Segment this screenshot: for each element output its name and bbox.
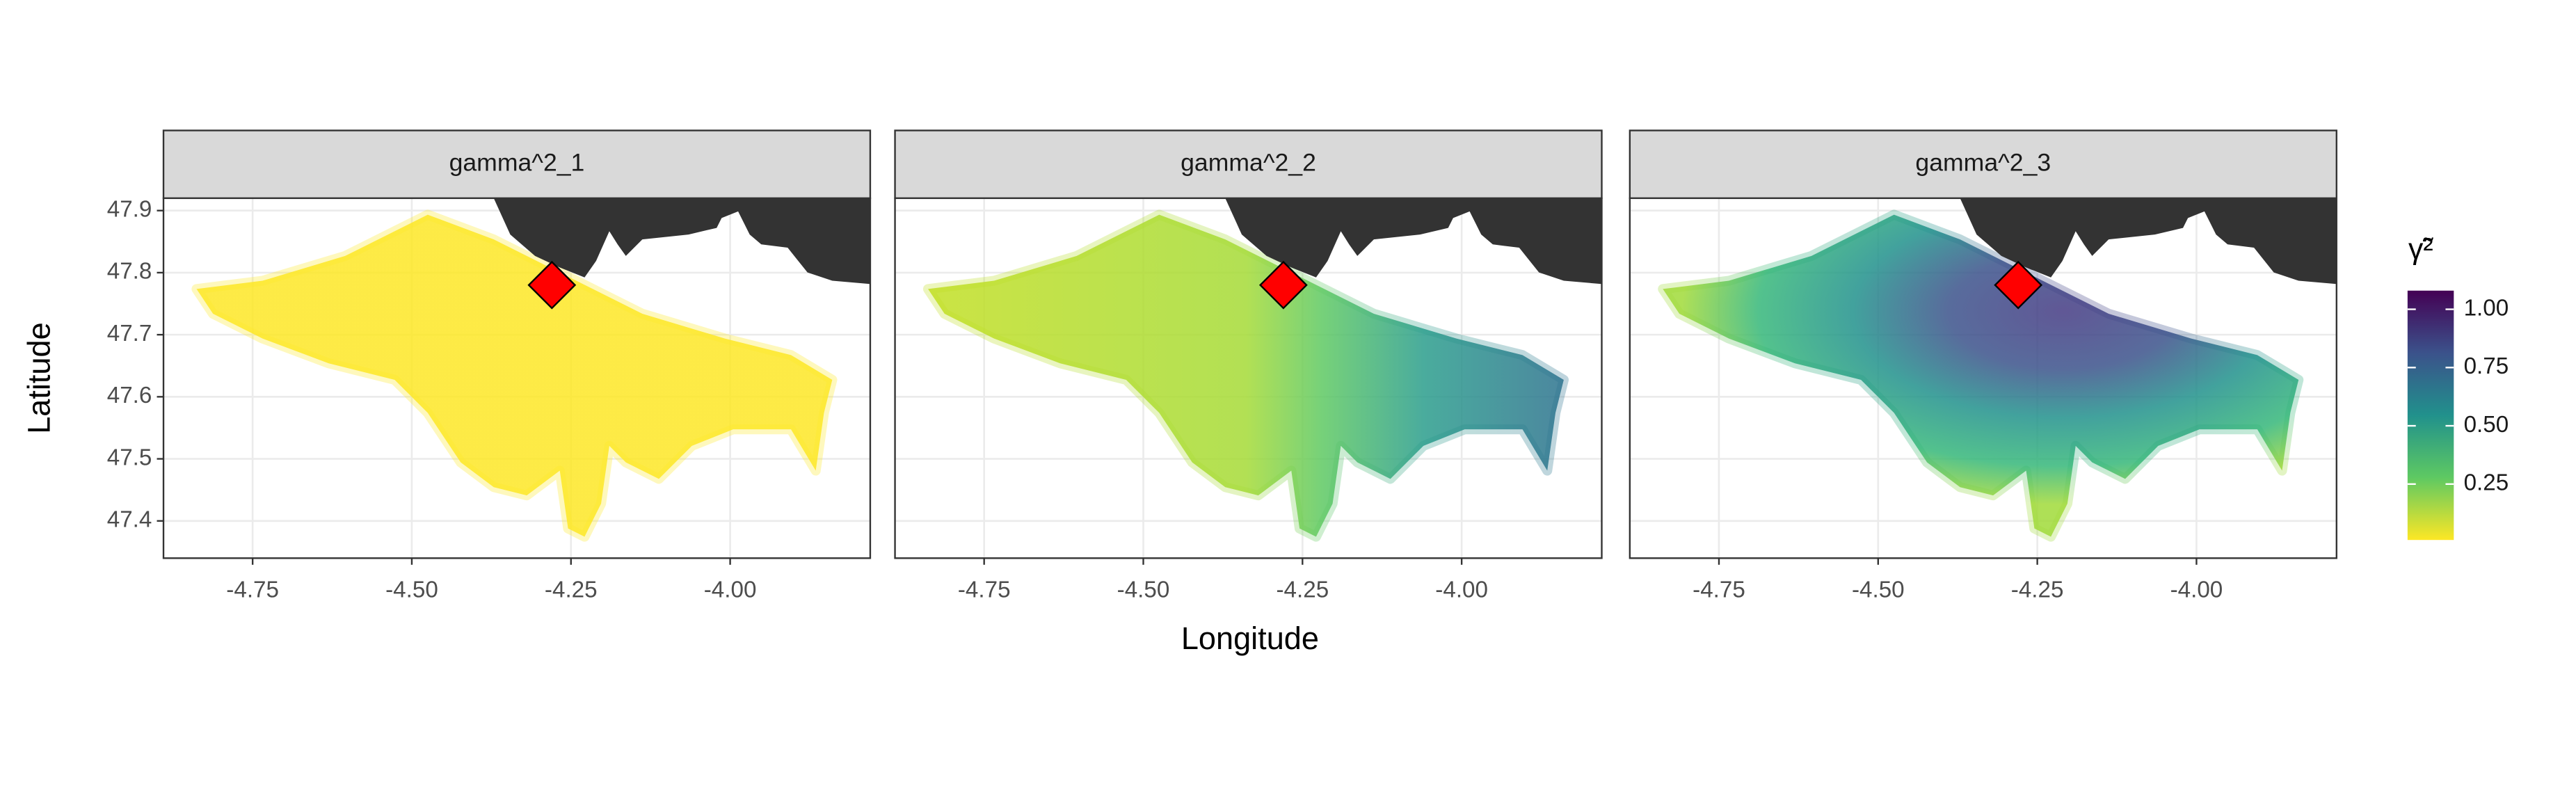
colorbar-tick-label: 1.00 xyxy=(2464,295,2509,321)
facet-strip xyxy=(894,129,1603,200)
y-axis-title: Latitude xyxy=(21,322,56,433)
site-marker xyxy=(1258,260,1308,310)
x-tick-label: -4.00 xyxy=(704,577,757,603)
x-tick-label: -4.25 xyxy=(545,577,598,603)
legend-title: γ̃² xyxy=(2408,232,2433,266)
facet-strip xyxy=(162,129,872,200)
x-tick-label: -4.00 xyxy=(1435,577,1488,603)
x-tick-label: -4.50 xyxy=(385,577,438,603)
site-marker xyxy=(1994,260,2043,310)
land xyxy=(1225,198,1602,285)
x-tick-label: -4.00 xyxy=(2170,577,2223,603)
facet-strip xyxy=(1629,129,2337,200)
colorbar-tick-label: 0.50 xyxy=(2464,412,2509,438)
y-tick-label: 47.9 xyxy=(107,196,152,222)
y-tick-label: 47.4 xyxy=(107,507,152,533)
x-tick-label: -4.50 xyxy=(1852,577,1905,603)
y-tick-label: 47.8 xyxy=(107,259,152,285)
x-tick-label: -4.50 xyxy=(1117,577,1170,603)
y-tick-label: 47.5 xyxy=(107,445,152,470)
colorbar xyxy=(2407,290,2454,541)
facet-label: gamma^2_1 xyxy=(449,149,585,177)
y-tick-label: 47.7 xyxy=(107,321,152,346)
colorbar-tick-label: 0.75 xyxy=(2464,353,2509,379)
x-tick-label: -4.25 xyxy=(1276,577,1329,603)
x-tick-label: -4.75 xyxy=(958,577,1011,603)
x-axis-title: Longitude xyxy=(1181,621,1319,656)
facet-label: gamma^2_2 xyxy=(1181,149,1316,177)
site-marker xyxy=(527,260,577,310)
land xyxy=(493,198,870,285)
colorbar-tick-label: 0.25 xyxy=(2464,470,2509,496)
x-tick-label: -4.25 xyxy=(2011,577,2064,603)
land xyxy=(1960,198,2337,285)
x-tick-label: -4.75 xyxy=(1693,577,1745,603)
x-tick-label: -4.75 xyxy=(226,577,279,603)
facet-label: gamma^2_3 xyxy=(1915,149,2051,177)
y-tick-label: 47.6 xyxy=(107,383,152,408)
